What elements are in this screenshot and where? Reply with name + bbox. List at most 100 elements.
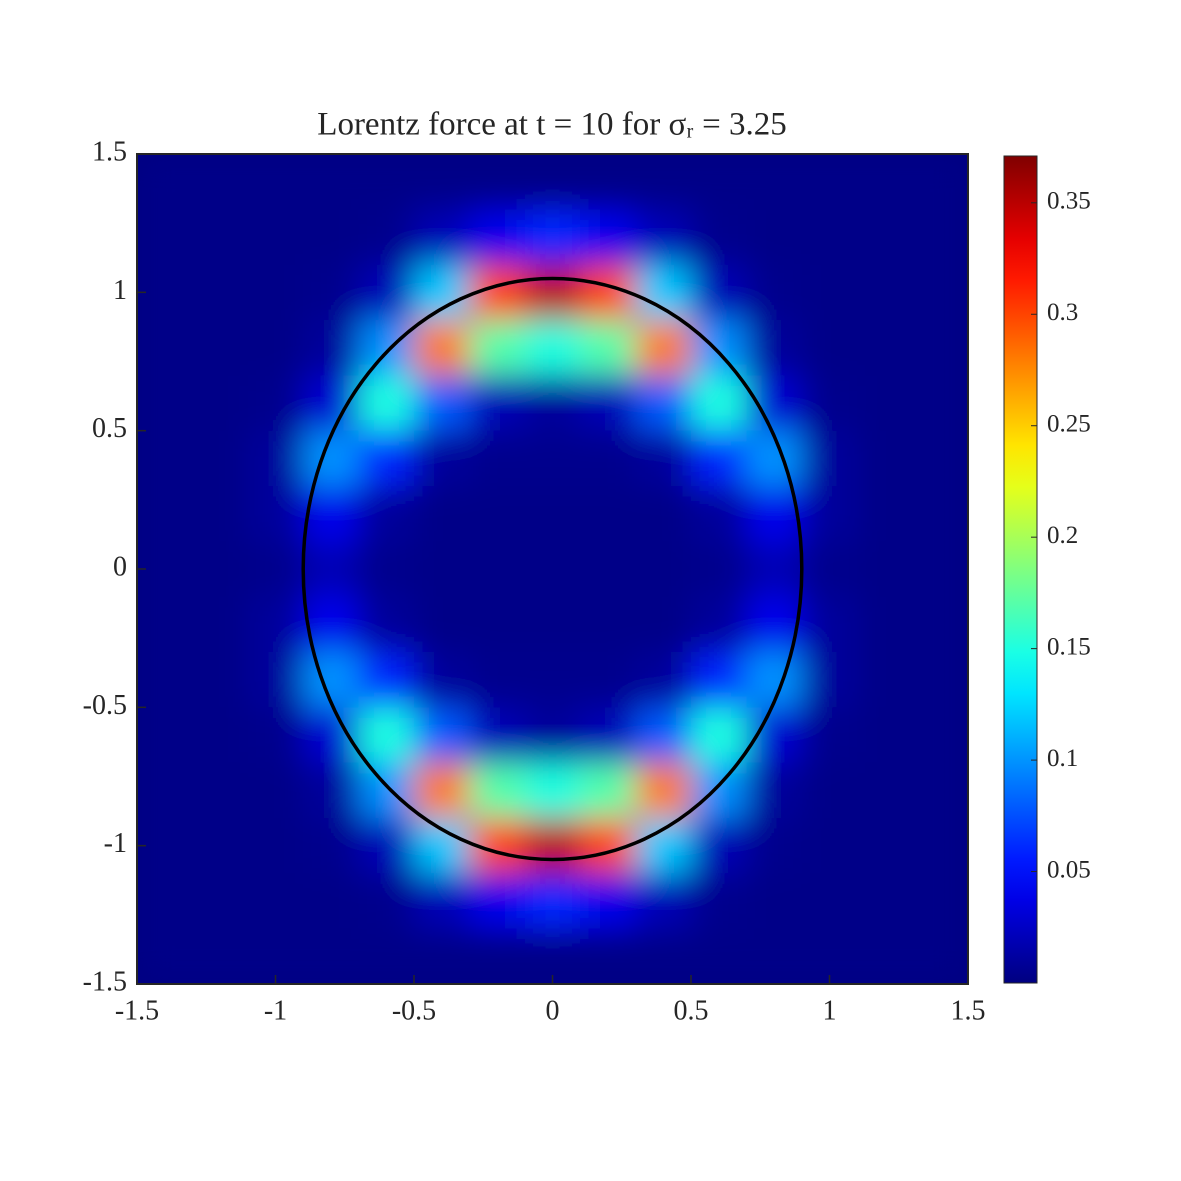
heat-cell [857, 928, 914, 984]
heat-cell [857, 873, 914, 930]
heat-cell [358, 928, 415, 984]
heat-cell [303, 154, 360, 210]
heat-cell [192, 154, 249, 210]
heat-cell [469, 596, 526, 653]
heat-cell [801, 873, 858, 930]
heat-cell [691, 154, 747, 210]
heat-cell [303, 818, 360, 874]
heat-cell [746, 707, 803, 764]
heat-cell [192, 818, 249, 874]
heat-cell [358, 320, 415, 376]
heat-cell [469, 209, 526, 266]
heat-cell [469, 430, 526, 487]
heat-cell [469, 320, 526, 376]
heat-cell [414, 652, 470, 708]
heat-cell [414, 707, 470, 764]
colorbar [1003, 155, 1038, 984]
heat-cell [580, 707, 637, 764]
heat-cell [912, 209, 968, 266]
heat-cell [247, 430, 304, 487]
heat-cell [912, 596, 968, 653]
heat-cell [635, 762, 692, 819]
heat-cell [247, 707, 304, 764]
heat-cell [580, 154, 637, 210]
heat-cell [801, 486, 858, 542]
heat-cell [857, 541, 914, 598]
heat-cell [247, 762, 304, 819]
heat-cell [801, 928, 858, 984]
heat-cell [414, 209, 470, 266]
heat-cell [358, 652, 415, 708]
y-tick-label: -1.5 [83, 966, 127, 997]
heat-cell [912, 375, 968, 432]
ellipse-curve [301, 276, 804, 862]
heat-cell [524, 209, 581, 266]
heat-cell [303, 928, 360, 984]
colorbar-tick-label: 0.25 [1047, 410, 1091, 437]
x-tick-label: -0.5 [392, 995, 436, 1026]
heat-cell [358, 430, 415, 487]
heat-cell [857, 375, 914, 432]
heat-cell [524, 375, 581, 432]
heat-cell [469, 375, 526, 432]
heat-cell [192, 707, 249, 764]
heat-cell [635, 209, 692, 266]
heat-cell [857, 596, 914, 653]
heat-cell [801, 596, 858, 653]
heat-cell [912, 541, 968, 598]
heat-cell [635, 154, 692, 210]
heat-cell [414, 928, 470, 984]
heat-cell [635, 320, 692, 376]
heat-cell [691, 486, 747, 542]
heat-cell [580, 762, 637, 819]
heat-cell [524, 430, 581, 487]
heat-cell [524, 596, 581, 653]
heat-cell [137, 596, 193, 653]
heat-cell [635, 818, 692, 874]
heat-cell [691, 928, 747, 984]
heat-cell [414, 486, 470, 542]
heat-cell [691, 264, 747, 321]
heat-cell [524, 486, 581, 542]
heat-cell [137, 707, 193, 764]
heat-cell [524, 818, 581, 874]
heat-cell [801, 818, 858, 874]
heat-cell [524, 652, 581, 708]
heat-cell [137, 154, 193, 210]
heat-cell [137, 209, 193, 266]
heat-cell [857, 264, 914, 321]
heat-cell [247, 596, 304, 653]
heat-cell [746, 818, 803, 874]
heat-cell [303, 320, 360, 376]
heat-cell [358, 486, 415, 542]
heat-cell [137, 486, 193, 542]
heat-cell [192, 486, 249, 542]
heat-cell [303, 762, 360, 819]
heat-cell [358, 596, 415, 653]
heat-cell [635, 430, 692, 487]
heat-cell [580, 430, 637, 487]
heat-cell [580, 873, 637, 930]
heat-cell [192, 430, 249, 487]
colorbar-tick-label: 0.15 [1047, 633, 1091, 660]
heat-cell [691, 818, 747, 874]
heat-cell [746, 762, 803, 819]
heat-cell [247, 928, 304, 984]
heat-cell [801, 707, 858, 764]
heat-cell [580, 928, 637, 984]
heat-cell [247, 486, 304, 542]
heat-cell [524, 707, 581, 764]
x-tick-label: 1.5 [951, 995, 986, 1026]
heat-cell [192, 375, 249, 432]
heat-cell [137, 652, 193, 708]
heat-cell [912, 707, 968, 764]
heat-cell [746, 264, 803, 321]
heat-cell [414, 541, 470, 598]
heat-cell [801, 320, 858, 376]
heat-cell [580, 541, 637, 598]
heat-cell [801, 762, 858, 819]
heat-cell [746, 541, 803, 598]
heat-cell [912, 652, 968, 708]
heat-cell [358, 541, 415, 598]
